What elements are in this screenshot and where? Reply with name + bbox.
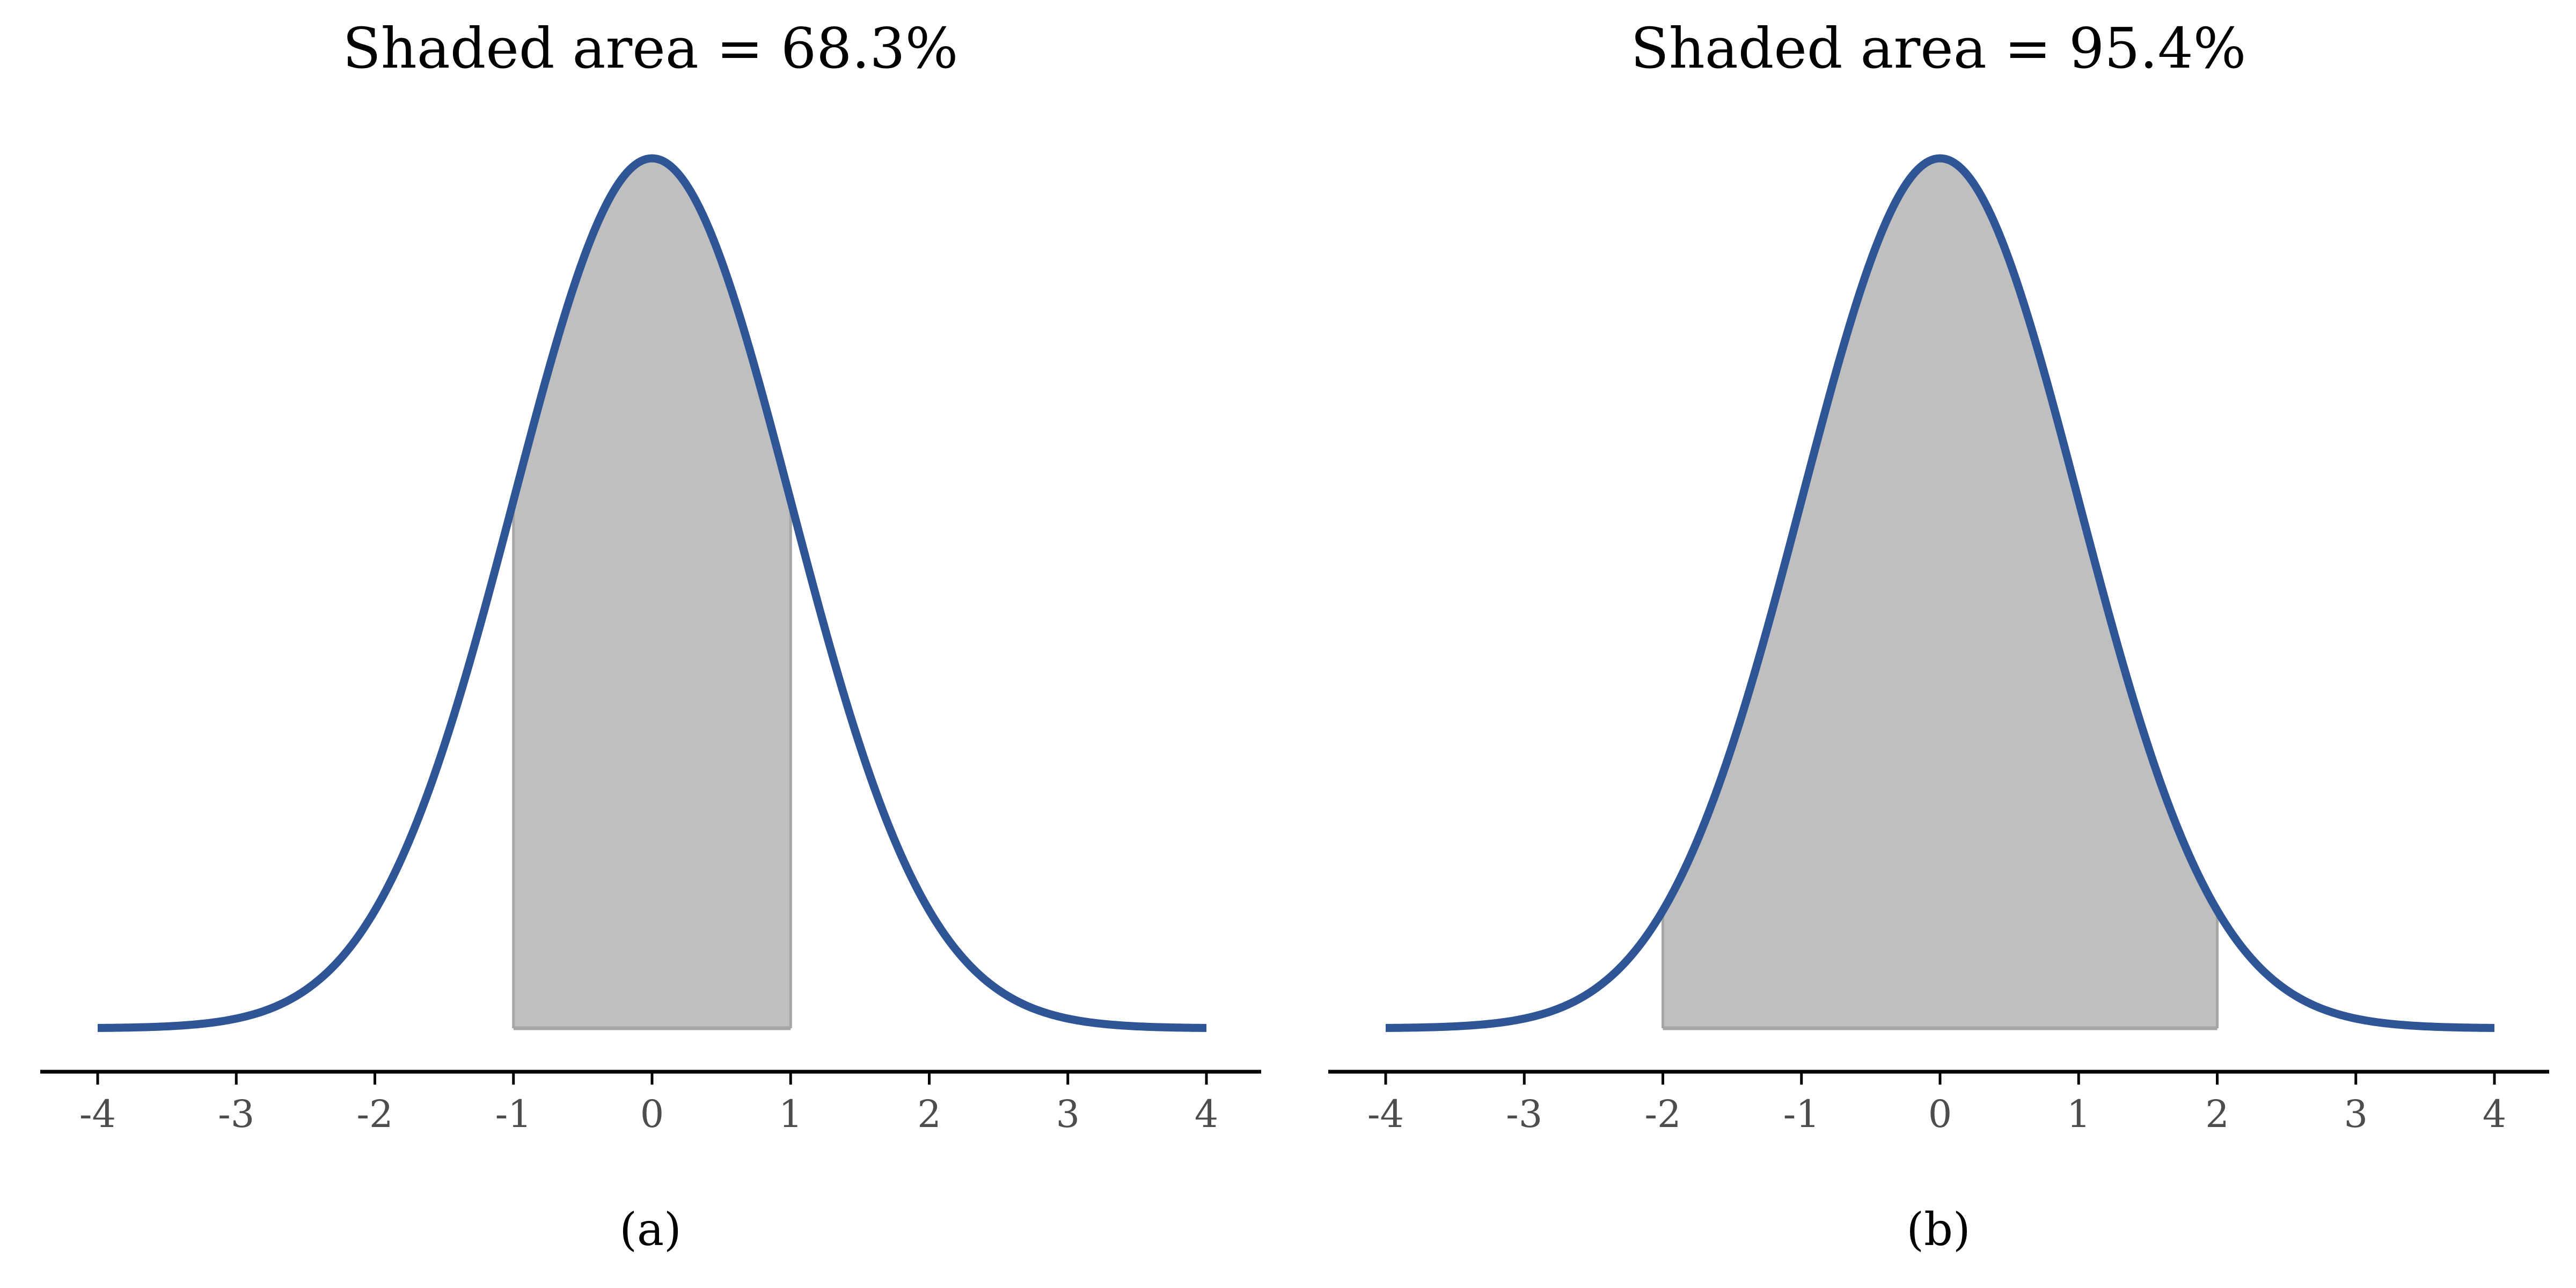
panel-a-shaded-area	[513, 158, 791, 1028]
panel-a-plot: -4 -3 -2 -1 0 1 2 3 4	[40, 154, 1261, 1136]
panel-a-x-tick-label: 0	[640, 1092, 664, 1136]
panel-b-caption: (b)	[1906, 1203, 1970, 1256]
panel-b-x-tick-label: 4	[2483, 1092, 2507, 1136]
panel-b-shaded-area	[1663, 158, 2218, 1028]
panel-b-x-tick-label: 2	[2205, 1092, 2229, 1136]
panel-b-x-tick-label: 0	[1928, 1092, 1952, 1136]
panel-b-x-tick-label: -1	[1783, 1092, 1820, 1136]
panel-b: Shaded area = 95.4% -4 -3 -2 -1 0 1 2 3 4 (b)	[1328, 16, 2549, 1256]
panel-b-x-tick-label: -3	[1506, 1092, 1542, 1136]
panel-b-x-tick-label: 1	[2067, 1092, 2091, 1136]
panel-b-x-tick-label: -4	[1367, 1092, 1404, 1136]
panel-a-density-curve	[96, 154, 1208, 1032]
panel-a-x-tick-label: 1	[779, 1092, 803, 1136]
panel-b-title: Shaded area = 95.4%	[1631, 16, 2246, 81]
panel-b-x-tick-label: -2	[1644, 1092, 1681, 1136]
panel-a-title: Shaded area = 68.3%	[343, 16, 958, 81]
panel-b-density-curve	[1384, 154, 2496, 1032]
panel-a-x-tick-label: -2	[356, 1092, 393, 1136]
panel-a-caption: (a)	[619, 1203, 682, 1256]
panel-a-x-tick-label: -3	[218, 1092, 254, 1136]
panel-a: Shaded area = 68.3% -4 -3 -2 -1 0 1 2 3 4 (a)	[40, 16, 1261, 1256]
panel-a-x-tick-label: -4	[79, 1092, 116, 1136]
panel-b-plot: -4 -3 -2 -1 0 1 2 3 4	[1328, 154, 2549, 1136]
panel-a-x-tick-label: 4	[1195, 1092, 1219, 1136]
panel-b-x-tick-label: 3	[2344, 1092, 2368, 1136]
panel-a-x-tick-label: 3	[1056, 1092, 1080, 1136]
panel-a-x-tick-label: 2	[917, 1092, 941, 1136]
panel-a-x-tick-label: -1	[495, 1092, 532, 1136]
